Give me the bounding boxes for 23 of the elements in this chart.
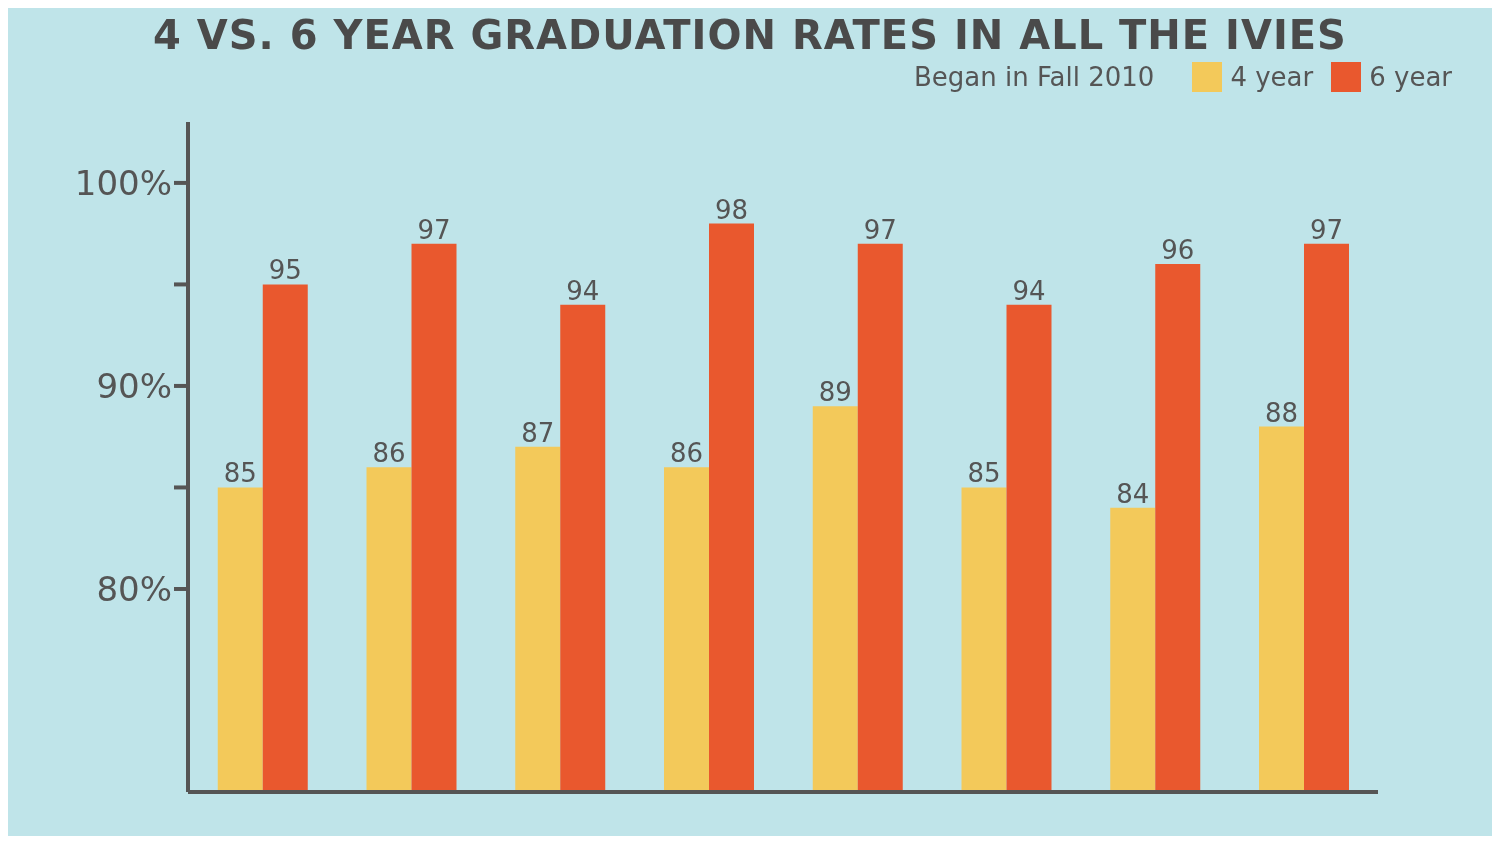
data-label: 89 [818,377,852,408]
data-label: 97 [863,214,897,245]
data-label: 85 [967,458,1001,489]
legend-title: Began in Fall 2010 [914,62,1155,92]
data-label: 94 [566,275,600,306]
data-label: 98 [714,194,749,225]
data-label: 97 [417,214,451,245]
y-tick-label: 100% [74,162,172,203]
data-label: 84 [1116,478,1150,509]
data-label: 85 [223,458,257,489]
data-label: 86 [372,438,406,469]
data-label: 88 [1264,397,1299,428]
data-label: 97 [1309,214,1344,245]
legend-label: 6 year [1368,62,1452,92]
chart-title: 4 VS. 6 YEAR GRADUATION RATES IN ALL THE IVIES [152,11,1348,58]
data-label: 94 [1012,275,1046,306]
y-tick-label: 90% [96,366,172,407]
data-label: 86 [669,438,704,469]
data-label: 96 [1161,235,1195,266]
y-tick-label: 80% [96,569,172,610]
legend-label: 4 year [1229,62,1314,92]
data-label: 87 [521,417,555,448]
data-label: 95 [268,255,302,286]
